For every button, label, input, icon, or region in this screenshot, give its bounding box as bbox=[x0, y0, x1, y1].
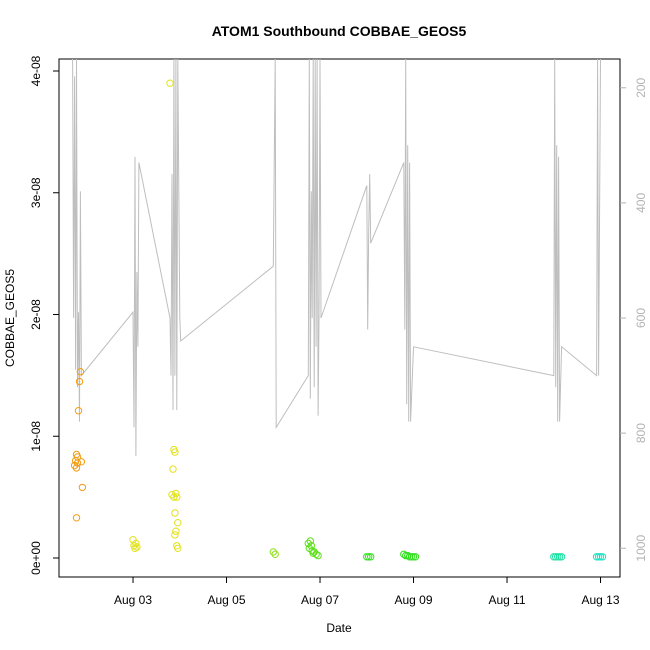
data-point bbox=[596, 553, 605, 561]
data-point bbox=[314, 551, 322, 560]
data-point bbox=[171, 509, 179, 517]
y-tick-label: 3e-08 bbox=[29, 177, 43, 208]
data-point bbox=[74, 407, 83, 415]
x-tick-label: Aug 09 bbox=[394, 593, 432, 607]
data-point bbox=[174, 544, 182, 552]
x-tick-label: Aug 07 bbox=[301, 593, 339, 607]
data-point bbox=[411, 553, 420, 561]
data-point bbox=[552, 553, 560, 561]
data-point bbox=[365, 553, 373, 561]
y2-tick-label: 200 bbox=[634, 77, 648, 97]
data-point bbox=[310, 548, 318, 556]
data-point bbox=[269, 548, 277, 556]
plot-frame bbox=[58, 58, 621, 578]
data-point bbox=[132, 539, 140, 548]
y-axis-label: COBBAE_GEOS5 bbox=[3, 269, 17, 367]
y2-tick-label: 600 bbox=[634, 308, 648, 328]
data-point bbox=[306, 537, 314, 545]
x-tick-label: Aug 05 bbox=[207, 593, 245, 607]
data-point bbox=[75, 377, 84, 386]
y-tick-label: 2e-08 bbox=[29, 299, 43, 330]
y2-tick-label: 400 bbox=[634, 193, 648, 213]
y2-tick-label: 800 bbox=[634, 423, 648, 443]
data-point bbox=[554, 553, 562, 561]
pressure-line bbox=[72, 58, 601, 457]
data-point bbox=[76, 368, 85, 376]
data-point bbox=[171, 448, 179, 456]
y-axis: 0e+00 1e-08 2e-08 3e-08 4e-08 bbox=[29, 55, 59, 575]
data-point bbox=[555, 553, 564, 561]
data-point bbox=[271, 550, 279, 558]
x-axis-label: Date bbox=[326, 621, 352, 635]
data-point bbox=[172, 489, 180, 498]
data-point bbox=[171, 531, 179, 539]
data-point bbox=[72, 514, 81, 522]
data-point bbox=[173, 493, 181, 501]
chart-title: ATOM1 Southbound COBBAE_GEOS5 bbox=[212, 23, 467, 39]
data-point bbox=[166, 79, 174, 87]
data-point bbox=[367, 553, 375, 561]
y2-tick-label: 1000 bbox=[634, 535, 648, 562]
data-point bbox=[77, 458, 86, 466]
y-tick-label: 1e-08 bbox=[29, 421, 43, 452]
data-point bbox=[407, 553, 416, 561]
data-point bbox=[133, 543, 141, 551]
data-point bbox=[73, 459, 82, 467]
data-point bbox=[312, 550, 320, 558]
x-tick-label: Aug 03 bbox=[114, 593, 152, 607]
data-point bbox=[363, 553, 371, 561]
data-point bbox=[550, 553, 558, 561]
data-points-layer bbox=[70, 79, 607, 561]
x-axis: Aug 03 Aug 05 Aug 07 Aug 09 Aug 11 Aug 13 bbox=[114, 577, 620, 607]
x-tick-label: Aug 13 bbox=[581, 593, 619, 607]
pressure-line-layer bbox=[72, 58, 601, 457]
data-point bbox=[307, 542, 315, 550]
data-point bbox=[72, 464, 81, 472]
data-point bbox=[78, 483, 87, 492]
y-tick-label: 0e+00 bbox=[29, 541, 43, 575]
data-point bbox=[172, 527, 180, 535]
data-point bbox=[174, 519, 182, 527]
data-point bbox=[170, 493, 178, 501]
y2-axis: 200 400 600 800 1000 bbox=[620, 77, 648, 562]
data-point bbox=[557, 553, 566, 561]
y-tick-label: 4e-08 bbox=[29, 55, 43, 86]
data-point bbox=[409, 553, 418, 561]
data-point bbox=[131, 544, 139, 552]
data-point bbox=[598, 553, 607, 561]
x-tick-label: Aug 11 bbox=[488, 593, 525, 607]
data-point bbox=[169, 465, 177, 473]
data-point bbox=[594, 553, 603, 561]
